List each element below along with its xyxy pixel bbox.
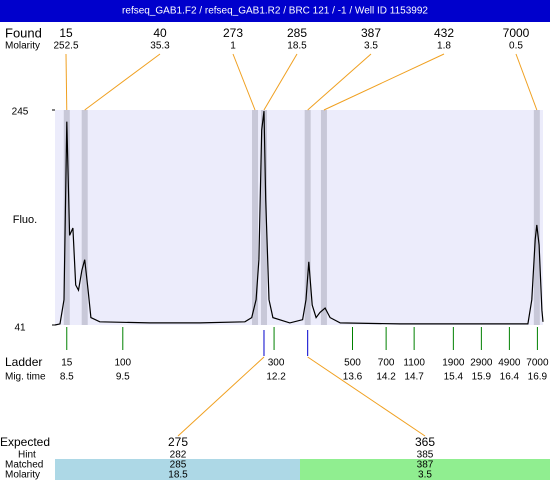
ladder-size: 100: [114, 358, 131, 369]
ladder-time: 15.9: [472, 372, 492, 383]
found-size: 285: [287, 26, 307, 40]
peak-connector: [65, 53, 68, 111]
ladder-time: 16.9: [528, 372, 548, 383]
expected-size: 275: [168, 435, 188, 449]
found-molarity: 18.5: [287, 41, 307, 52]
peak-band: [63, 110, 70, 325]
expected-connector: [307, 356, 426, 437]
peak-connector: [84, 53, 161, 111]
ladder-time: 14.2: [376, 372, 396, 383]
found-molarity: 35.3: [150, 41, 170, 52]
peak-connector: [515, 53, 538, 111]
peak-band: [304, 110, 311, 325]
matched-label: Matched: [5, 460, 43, 471]
molarity-label: Molarity: [5, 41, 40, 52]
ladder-time: 16.4: [500, 372, 520, 383]
expected-hint: 385: [417, 450, 434, 461]
ladder-time: 8.5: [60, 372, 74, 383]
peak-connector: [323, 53, 445, 111]
expected-matched: 285: [170, 460, 187, 471]
found-size: 387: [361, 26, 381, 40]
ladder-time: 9.5: [116, 372, 130, 383]
found-label: Found: [5, 25, 42, 40]
peak-connector: [307, 53, 372, 111]
found-molarity: 0.5: [509, 41, 523, 52]
found-molarity: 3.5: [364, 41, 378, 52]
matched-band-1: [55, 459, 300, 480]
peak-band: [252, 110, 259, 325]
peak-band: [81, 110, 88, 325]
y-tick-label: 41: [14, 323, 26, 334]
ladder-size: 1900: [442, 358, 465, 369]
expected-molarity: 18.5: [168, 470, 188, 480]
found-size: 40: [153, 26, 167, 40]
peak-connector: [232, 53, 256, 111]
trace: [54, 111, 544, 326]
found-molarity: 1: [230, 41, 236, 52]
ladder-size: 300: [268, 358, 285, 369]
peak-band: [320, 110, 327, 325]
ladder-label: Ladder: [5, 355, 42, 369]
found-size: 432: [434, 26, 454, 40]
ladder-size: 7000: [526, 358, 549, 369]
ladder-size: 4900: [498, 358, 521, 369]
found-size: 15: [59, 26, 73, 40]
ladder-time: 15.4: [444, 372, 464, 383]
y-axis-label: Fluo.: [13, 214, 37, 226]
ladder-time: 13.6: [343, 372, 363, 383]
expected-molarity-label: Molarity: [5, 470, 40, 480]
ladder-size: 700: [378, 358, 395, 369]
ladder-size: 2900: [470, 358, 493, 369]
expected-connector: [177, 356, 265, 437]
peak-connector: [263, 53, 298, 111]
peak-band: [260, 110, 267, 325]
mig-time-label: Mig. time: [5, 372, 46, 383]
ladder-size: 500: [344, 358, 361, 369]
ladder-size: 15: [61, 358, 73, 369]
expected-label: Expected: [0, 435, 50, 449]
found-size: 7000: [503, 26, 530, 40]
peak-band: [533, 110, 540, 325]
found-molarity: 252.5: [53, 41, 78, 52]
hint-label: Hint: [18, 450, 36, 461]
found-molarity: 1.8: [437, 41, 451, 52]
found-size: 273: [223, 26, 243, 40]
expected-size: 365: [415, 435, 435, 449]
header-bar: [0, 0, 550, 22]
plot-area: [55, 110, 543, 325]
ladder-time: 14.7: [404, 372, 424, 383]
y-tick-label: 245: [12, 107, 29, 118]
expected-matched: 387: [417, 460, 434, 471]
ladder-size: 1100: [403, 358, 425, 369]
header-title: refseq_GAB1.F2 / refseq_GAB1.R2 / BRC 12…: [122, 6, 428, 17]
matched-band-2: [300, 459, 550, 480]
expected-molarity: 3.5: [418, 470, 432, 480]
expected-hint: 282: [170, 450, 187, 461]
ladder-time: 12.2: [266, 372, 286, 383]
